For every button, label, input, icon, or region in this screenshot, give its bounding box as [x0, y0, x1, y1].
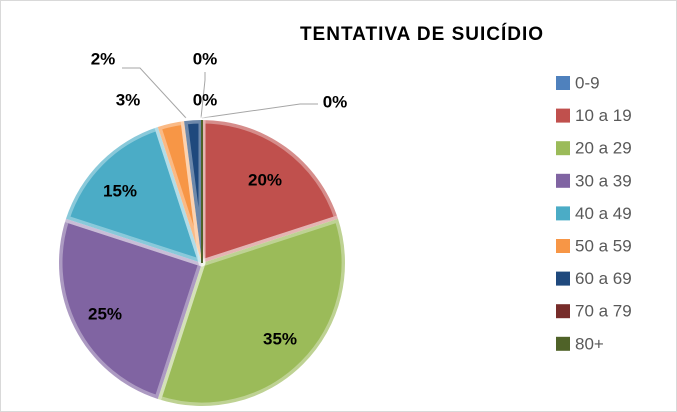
- pie-slice: [65, 126, 202, 263]
- legend-label: 30 a 39: [575, 171, 632, 190]
- leader-line: [200, 72, 206, 119]
- legend-label: 10 a 19: [575, 106, 632, 125]
- legend-label: 60 a 69: [575, 269, 632, 288]
- leader-line: [201, 103, 318, 119]
- pie-slice: [184, 120, 202, 263]
- legend-swatch: [556, 239, 570, 253]
- legend-swatch: [556, 108, 570, 123]
- data-label: 2%: [91, 49, 116, 68]
- data-label: 25%: [88, 304, 122, 323]
- data-label: 0%: [193, 49, 218, 68]
- leader-line: [122, 67, 187, 119]
- data-label: 35%: [263, 329, 297, 348]
- leader-lines: [122, 67, 318, 119]
- legend-label: 20 a 29: [575, 139, 632, 158]
- legend-swatch: [556, 304, 570, 319]
- slice-edge: [154, 215, 349, 410]
- slice-edge: [198, 116, 342, 267]
- data-label: 15%: [103, 181, 137, 200]
- legend-swatch: [556, 206, 570, 221]
- slice-edge: [55, 215, 206, 403]
- data-label: 0%: [193, 90, 218, 109]
- slice-edge: [154, 117, 206, 267]
- legend-swatch: [556, 336, 570, 351]
- data-label: 0%: [323, 92, 348, 111]
- legend-swatch: [556, 141, 570, 156]
- legend-label: 50 a 59: [575, 236, 632, 255]
- chart-title: TENTATIVA DE SUICÍDIO: [300, 23, 544, 45]
- legend-label: 70 a 79: [575, 302, 632, 321]
- legend-swatch: [556, 76, 570, 90]
- pie-slice: [58, 218, 202, 400]
- legend-swatch: [556, 271, 570, 286]
- legend-label: 40 a 49: [575, 204, 632, 223]
- pie-slice: [157, 121, 202, 263]
- pie-slice: [157, 218, 345, 406]
- slice-edge: [62, 123, 206, 267]
- data-label: 20%: [248, 170, 282, 189]
- legend-label: 0-9: [575, 73, 600, 92]
- legend-label: 80+: [575, 334, 604, 353]
- data-label: 3%: [116, 90, 141, 109]
- pie-slice: [202, 120, 339, 263]
- legend-swatch: [556, 173, 570, 188]
